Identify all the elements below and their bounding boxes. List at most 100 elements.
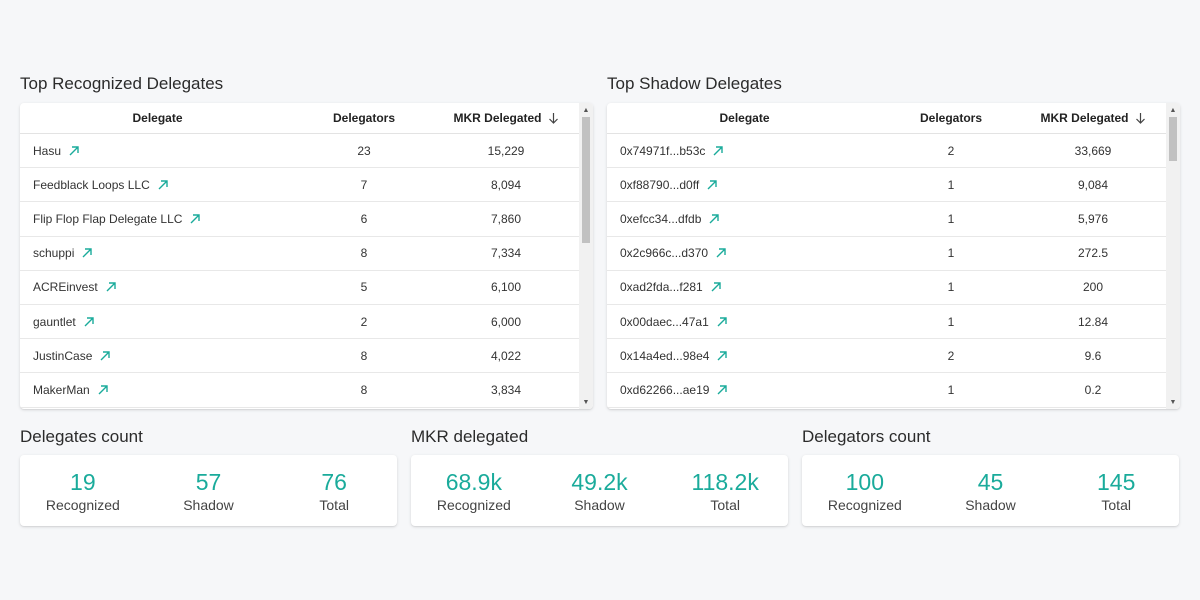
- mkr-delegated-card: 68.9k Recognized 49.2k Shadow 118.2k Total: [411, 455, 788, 526]
- external-link-icon[interactable]: [715, 247, 727, 259]
- mkr-delegated-cell: 200: [1082, 280, 1104, 295]
- stat-label: Recognized: [45, 497, 120, 513]
- delegate-cell: 0xf88790...d0ff: [607, 178, 882, 192]
- external-link-icon[interactable]: [716, 316, 728, 328]
- stat-label: Shadow: [574, 497, 625, 513]
- stat-value: 118.2k: [691, 469, 759, 495]
- delegate-name: Flip Flop Flap Delegate LLC: [33, 211, 183, 226]
- delegate-name: 0xf88790...d0ff: [620, 177, 700, 192]
- delegate-name: 0x00daec...47a1: [620, 314, 709, 329]
- table-row: 0xad2fda...f281 1 200: [607, 271, 1166, 305]
- stat-total: 76 Total: [271, 468, 397, 513]
- external-link-icon[interactable]: [708, 213, 720, 225]
- stat-shadow: 49.2k Shadow: [537, 468, 663, 513]
- delegators-cell: 2: [947, 143, 955, 158]
- scroll-thumb[interactable]: [1169, 117, 1177, 161]
- scroll-down-arrow-icon[interactable]: ▼: [1169, 398, 1177, 406]
- delegators-cell: 6: [360, 211, 368, 226]
- column-header-mkr-delegated[interactable]: MKR Delegated: [1020, 111, 1166, 125]
- table-row: Feedblack Loops LLC 7 8,094: [20, 168, 579, 203]
- external-link-icon[interactable]: [68, 145, 80, 157]
- delegators-cell: 7: [360, 177, 368, 192]
- external-link-icon[interactable]: [706, 179, 718, 191]
- delegate-name: 0x2c966c...d370: [620, 246, 709, 261]
- mkr-delegated-cell: 9,084: [1077, 177, 1109, 192]
- mkr-delegated-cell: 3,834: [490, 382, 522, 397]
- delegate-cell: JustinCase: [20, 349, 295, 363]
- scroll-up-arrow-icon[interactable]: ▲: [582, 106, 590, 114]
- external-link-icon[interactable]: [716, 350, 728, 362]
- column-header-delegate[interactable]: Delegate: [132, 111, 183, 125]
- delegators-cell: 8: [360, 348, 368, 363]
- mkr-delegated-cell: 12.84: [1077, 314, 1109, 329]
- table-row: JustinCase 8 4,022: [20, 339, 579, 374]
- stat-recognized: 19 Recognized: [20, 468, 146, 513]
- column-header-delegators[interactable]: Delegators: [919, 111, 983, 125]
- external-link-icon[interactable]: [97, 384, 109, 396]
- external-link-icon[interactable]: [712, 145, 724, 157]
- scrollbar[interactable]: ▲ ▼: [579, 103, 593, 409]
- stat-recognized: 68.9k Recognized: [411, 468, 537, 513]
- delegate-name: 0xad2fda...f281: [620, 280, 703, 295]
- stat-label: Total: [710, 497, 740, 513]
- stat-value: 100: [845, 469, 885, 495]
- table-row: 0x00daec...47a1 1 12.84: [607, 305, 1166, 340]
- external-link-icon[interactable]: [189, 213, 201, 225]
- delegate-cell: 0xefcc34...dfdb: [607, 212, 882, 226]
- stat-value: 57: [195, 469, 222, 495]
- delegators-cell: 5: [360, 280, 368, 295]
- column-header-delegators[interactable]: Delegators: [332, 111, 396, 125]
- delegators-cell: 1: [947, 246, 955, 261]
- table-header: Delegate Delegators MKR Delegated: [607, 103, 1180, 134]
- delegate-name: schuppi: [33, 246, 75, 261]
- mkr-delegated-cell: 272.5: [1077, 246, 1109, 261]
- shadow-table-body: 0x74971f...b53c 2 33,669 0xf88790...d0ff 1 9,…: [607, 134, 1180, 409]
- shadow-delegates-title: Top Shadow Delegates: [607, 74, 782, 93]
- mkr-delegated-cell: 7,334: [490, 246, 522, 261]
- external-link-icon[interactable]: [83, 316, 95, 328]
- delegates-count-title: Delegates count: [20, 427, 143, 446]
- delegate-cell: 0x74971f...b53c: [607, 144, 882, 158]
- column-header-mkr-label: MKR Delegated: [1040, 111, 1129, 125]
- stat-shadow: 45 Shadow: [928, 468, 1054, 513]
- table-row: 0xd62266...ae19 1 0.2: [607, 373, 1166, 408]
- delegators-cell: 1: [947, 314, 955, 329]
- table-row: 0x74971f...b53c 2 33,669: [607, 134, 1166, 169]
- table-row: 0xefcc34...dfdb 1 5,976: [607, 202, 1166, 237]
- table-row: MakerMan 8 3,834: [20, 373, 579, 408]
- scroll-up-arrow-icon[interactable]: ▲: [1169, 106, 1177, 114]
- delegate-name: gauntlet: [33, 314, 76, 329]
- stat-value: 45: [977, 469, 1004, 495]
- delegate-name: 0x14a4ed...98e4: [620, 348, 710, 363]
- stat-label: Total: [319, 497, 349, 513]
- external-link-icon[interactable]: [716, 384, 728, 396]
- external-link-icon[interactable]: [710, 281, 722, 293]
- table-row: 0xf88790...d0ff 1 9,084: [607, 168, 1166, 203]
- external-link-icon[interactable]: [81, 247, 93, 259]
- delegators-cell: 8: [360, 382, 368, 397]
- external-link-icon[interactable]: [99, 350, 111, 362]
- table-row: 0x2c966c...d370 1 272.5: [607, 237, 1166, 271]
- column-header-delegate[interactable]: Delegate: [719, 111, 770, 125]
- stat-recognized: 100 Recognized: [802, 468, 928, 513]
- stat-shadow: 57 Shadow: [146, 468, 272, 513]
- scroll-thumb[interactable]: [582, 117, 590, 243]
- scroll-down-arrow-icon[interactable]: ▼: [582, 398, 590, 406]
- column-header-mkr-delegated[interactable]: MKR Delegated: [433, 111, 579, 125]
- scrollbar[interactable]: ▲ ▼: [1166, 103, 1180, 409]
- sort-arrow-down-icon[interactable]: [1135, 112, 1146, 124]
- stat-label: Recognized: [827, 497, 902, 513]
- mkr-delegated-title: MKR delegated: [411, 427, 529, 446]
- external-link-icon[interactable]: [157, 179, 169, 191]
- external-link-icon[interactable]: [105, 281, 117, 293]
- delegators-cell: 2: [360, 314, 368, 329]
- delegate-name: ACREinvest: [33, 280, 98, 295]
- stat-value: 68.9k: [445, 469, 502, 495]
- table-row: 0x14a4ed...98e4 2 9.6: [607, 339, 1166, 374]
- delegators-cell: 1: [947, 177, 955, 192]
- delegate-cell: 0x2c966c...d370: [607, 246, 882, 260]
- delegate-name: 0xd62266...ae19: [620, 382, 710, 397]
- delegate-name: JustinCase: [33, 348, 93, 363]
- delegate-cell: schuppi: [20, 246, 295, 260]
- sort-arrow-down-icon[interactable]: [548, 112, 559, 124]
